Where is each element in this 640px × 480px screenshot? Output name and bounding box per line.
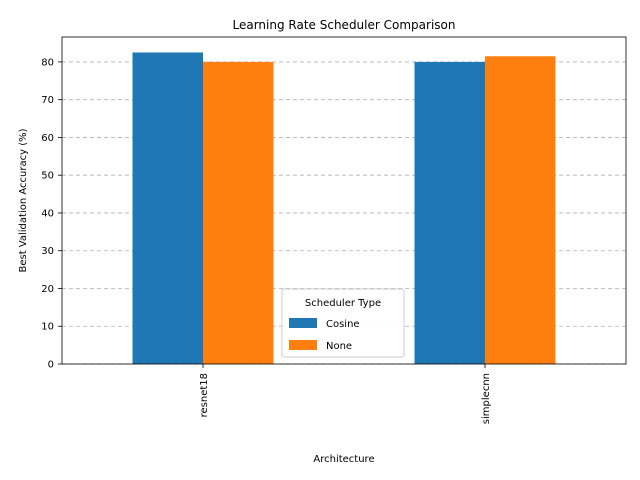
x-tick-label: simplecnn: [481, 373, 492, 424]
legend-label-cosine: Cosine: [326, 319, 360, 330]
legend-swatch-none: [289, 340, 317, 350]
plot-frame: [61, 36, 627, 365]
y-axis-label: Best Validation Accuracy (%): [18, 128, 29, 272]
legend-label-none: None: [326, 341, 352, 352]
bars: [132, 52, 556, 364]
x-tick-label: resnet18: [199, 373, 210, 417]
y-tick-label: 70: [41, 95, 54, 106]
y-tick-label: 20: [41, 284, 54, 295]
y-tick-label: 40: [41, 208, 54, 219]
chart-title: Learning Rate Scheduler Comparison: [233, 18, 456, 32]
legend-swatch-cosine: [289, 318, 317, 328]
x-axis-label: Architecture: [313, 454, 374, 465]
y-tick-label: 30: [41, 246, 54, 257]
y-tick-label: 0: [48, 360, 54, 371]
y-tick-label: 80: [41, 57, 54, 68]
legend-title: Scheduler Type: [305, 298, 381, 309]
bar-simplecnn-none: [485, 56, 556, 364]
legend: Scheduler Type Cosine None: [281, 288, 405, 358]
bar-simplecnn-cosine: [414, 61, 485, 364]
y-tick-label: 60: [41, 133, 54, 144]
bar-resnet18-none: [203, 61, 274, 364]
y-tick-label: 10: [41, 322, 54, 333]
x-axis-ticks: resnet18 simplecnn: [199, 364, 492, 424]
y-tick-label: 50: [41, 171, 54, 182]
bar-resnet18-cosine: [132, 52, 203, 364]
y-axis-ticks: 0 10 20 30 40 50 60 70 80: [41, 57, 62, 371]
